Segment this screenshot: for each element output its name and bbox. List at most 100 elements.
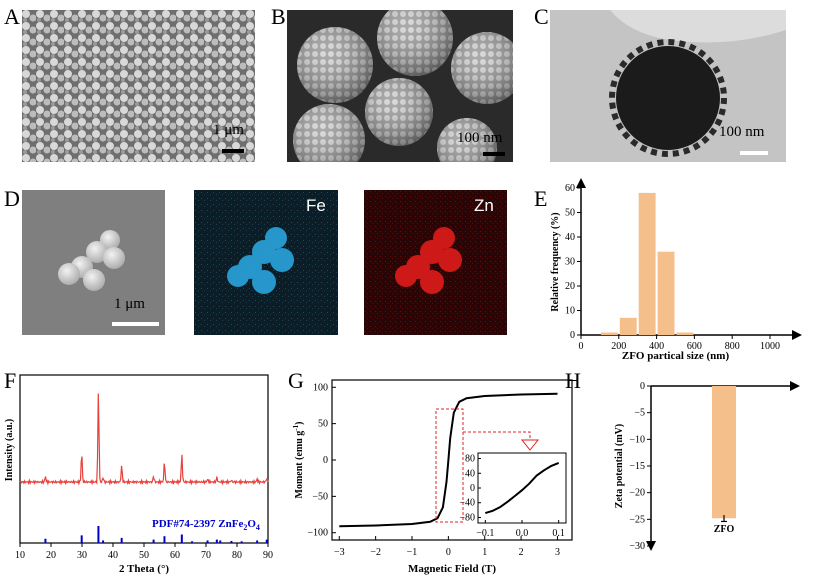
h-ytick-label-1: −5 (634, 408, 645, 419)
sem-texture (22, 10, 255, 162)
panel-letter-d: D (4, 186, 20, 211)
g-ytick-label-0: −100 (307, 528, 328, 539)
scale-label-c: 100 nm (719, 124, 765, 140)
particles (22, 190, 165, 335)
g-xtick-label-6: 3 (555, 547, 560, 558)
f-ref-label: PDF#74-2397 ZnFe2O4 (152, 518, 260, 532)
h-ytick-label-5: −25 (629, 514, 645, 525)
e-xtick-label-0: 0 (579, 341, 584, 352)
eds-label-fe: Fe (306, 196, 326, 215)
e-bar-1 (619, 317, 637, 335)
panel-letter-c: C (534, 4, 549, 29)
e-bar-2 (638, 192, 656, 335)
panel-letter-e: E (534, 186, 548, 211)
g-ytick-label-3: 50 (318, 419, 328, 430)
e-ytick-label-1: 10 (565, 306, 575, 317)
f-xtick-label-3: 40 (108, 550, 118, 561)
f-xtick-label-0: 10 (15, 550, 25, 561)
sem-image-closeup: 100 nm (287, 10, 513, 162)
g-ytick-label-1: −50 (312, 491, 328, 502)
e-xtick-label-3: 600 (687, 341, 702, 352)
sem-image-overview: 1 μm (22, 10, 255, 162)
e-ylabel: Relative frequency (%) (550, 212, 561, 311)
g-inset-ytick-label-2: 0 (470, 483, 475, 494)
tem-texture (550, 10, 786, 162)
scale-label-a: 1 μm (213, 122, 244, 138)
f-xtick-label-7: 80 (232, 550, 242, 561)
e-ytick-label-2: 20 (565, 281, 575, 292)
e-ytick-label-4: 40 (565, 232, 575, 243)
g-inset-xtick-label-2: 0.1 (552, 528, 565, 539)
g-xtick-label-5: 2 (519, 547, 524, 558)
g-ytick-label-2: 0 (323, 455, 328, 466)
g-xtick-label-1: −2 (370, 547, 381, 558)
f-xtick-label-5: 60 (170, 550, 180, 561)
sem-image-particles: 1 μm (22, 190, 165, 335)
scale-bar-d (112, 322, 159, 326)
e-ytick-label-5: 50 (565, 208, 575, 219)
g-moment-curve (339, 392, 558, 528)
g-inset-frame (477, 452, 567, 524)
scale-bar-a (222, 149, 244, 153)
g-xlabel: Magnetic Field (T) (408, 563, 496, 575)
f-xrd-line (19, 393, 269, 486)
g-inset-ytick-label-3: 40 (465, 468, 475, 479)
e-ytick-label-0: 0 (570, 330, 575, 341)
h-ylabel: Zeta potential (mV) (614, 424, 625, 508)
g-pointer-arrowhead (520, 439, 540, 451)
h-ytick-label-6: −30 (629, 541, 645, 552)
g-ytick-label-4: 100 (313, 382, 328, 393)
h-category-label: ZFO (714, 524, 735, 535)
h-ytick-label-4: −20 (629, 488, 645, 499)
g-inset-ytick-label-4: 80 (465, 454, 475, 465)
e-xtick-label-5: 1000 (760, 341, 780, 352)
e-ytick-label-6: 60 (565, 183, 575, 194)
g-inset-ytick-label-0: −80 (459, 512, 475, 523)
tem-image: 100 nm (550, 10, 786, 162)
fe-map-texture (194, 190, 338, 335)
g-inset-xtick-label-1: 0.0 (516, 528, 529, 539)
e-xlabel: ZFO partical size (nm) (622, 350, 730, 362)
h-ytick-label-2: −10 (629, 434, 645, 445)
eds-map-zn: Zn (364, 190, 507, 335)
f-xtick-label-2: 30 (77, 550, 87, 561)
f-ylabel: Intensity (a.u.) (4, 419, 15, 482)
e-y-arrow (576, 178, 586, 188)
h-bar-zfo (712, 386, 736, 519)
g-xtick-label-4: 1 (482, 547, 487, 558)
panel-letter-h: H (565, 368, 581, 393)
g-ylabel: Moment (emu g-1) (292, 422, 305, 499)
e-xtick-label-2: 400 (649, 341, 664, 352)
g-xtick-label-3: 0 (446, 547, 451, 558)
e-bar-3 (657, 251, 675, 335)
e-xtick-label-4: 800 (725, 341, 740, 352)
panel-letter-f: F (4, 368, 17, 393)
panel-letter-a: A (4, 4, 20, 29)
panel-letter-b: B (271, 4, 286, 29)
h-ytick-label-3: −15 (629, 461, 645, 472)
panel-letter-g: G (288, 368, 304, 393)
f-xlabel: 2 Theta (°) (119, 563, 169, 575)
e-ytick-label-3: 30 (565, 257, 575, 268)
f-xtick-label-4: 50 (139, 550, 149, 561)
sem-closeup-texture (287, 10, 513, 162)
g-inset-curve (485, 461, 560, 515)
f-xtick-label-8: 90 (263, 550, 273, 561)
eds-label-zn: Zn (474, 196, 494, 215)
f-xtick-label-6: 70 (201, 550, 211, 561)
scale-bar-b (483, 152, 505, 156)
scale-bar-c (740, 151, 768, 155)
g-inset-ytick-label-1: −40 (459, 498, 475, 509)
e-x-arrow (792, 330, 802, 340)
g-xtick-label-2: −1 (407, 547, 418, 558)
h-x-arrow (790, 381, 800, 391)
e-bar-0 (600, 332, 618, 335)
g-inset-xtick-label-0: −0.1 (476, 528, 494, 539)
scale-label-b: 100 nm (457, 130, 503, 146)
g-xtick-label-0: −3 (334, 547, 345, 558)
h-ytick-label-0: 0 (640, 381, 645, 392)
e-bar-4 (676, 332, 694, 335)
f-xtick-label-1: 20 (46, 550, 56, 561)
e-xtick-label-1: 200 (611, 341, 626, 352)
g-pointer-line (463, 431, 531, 440)
